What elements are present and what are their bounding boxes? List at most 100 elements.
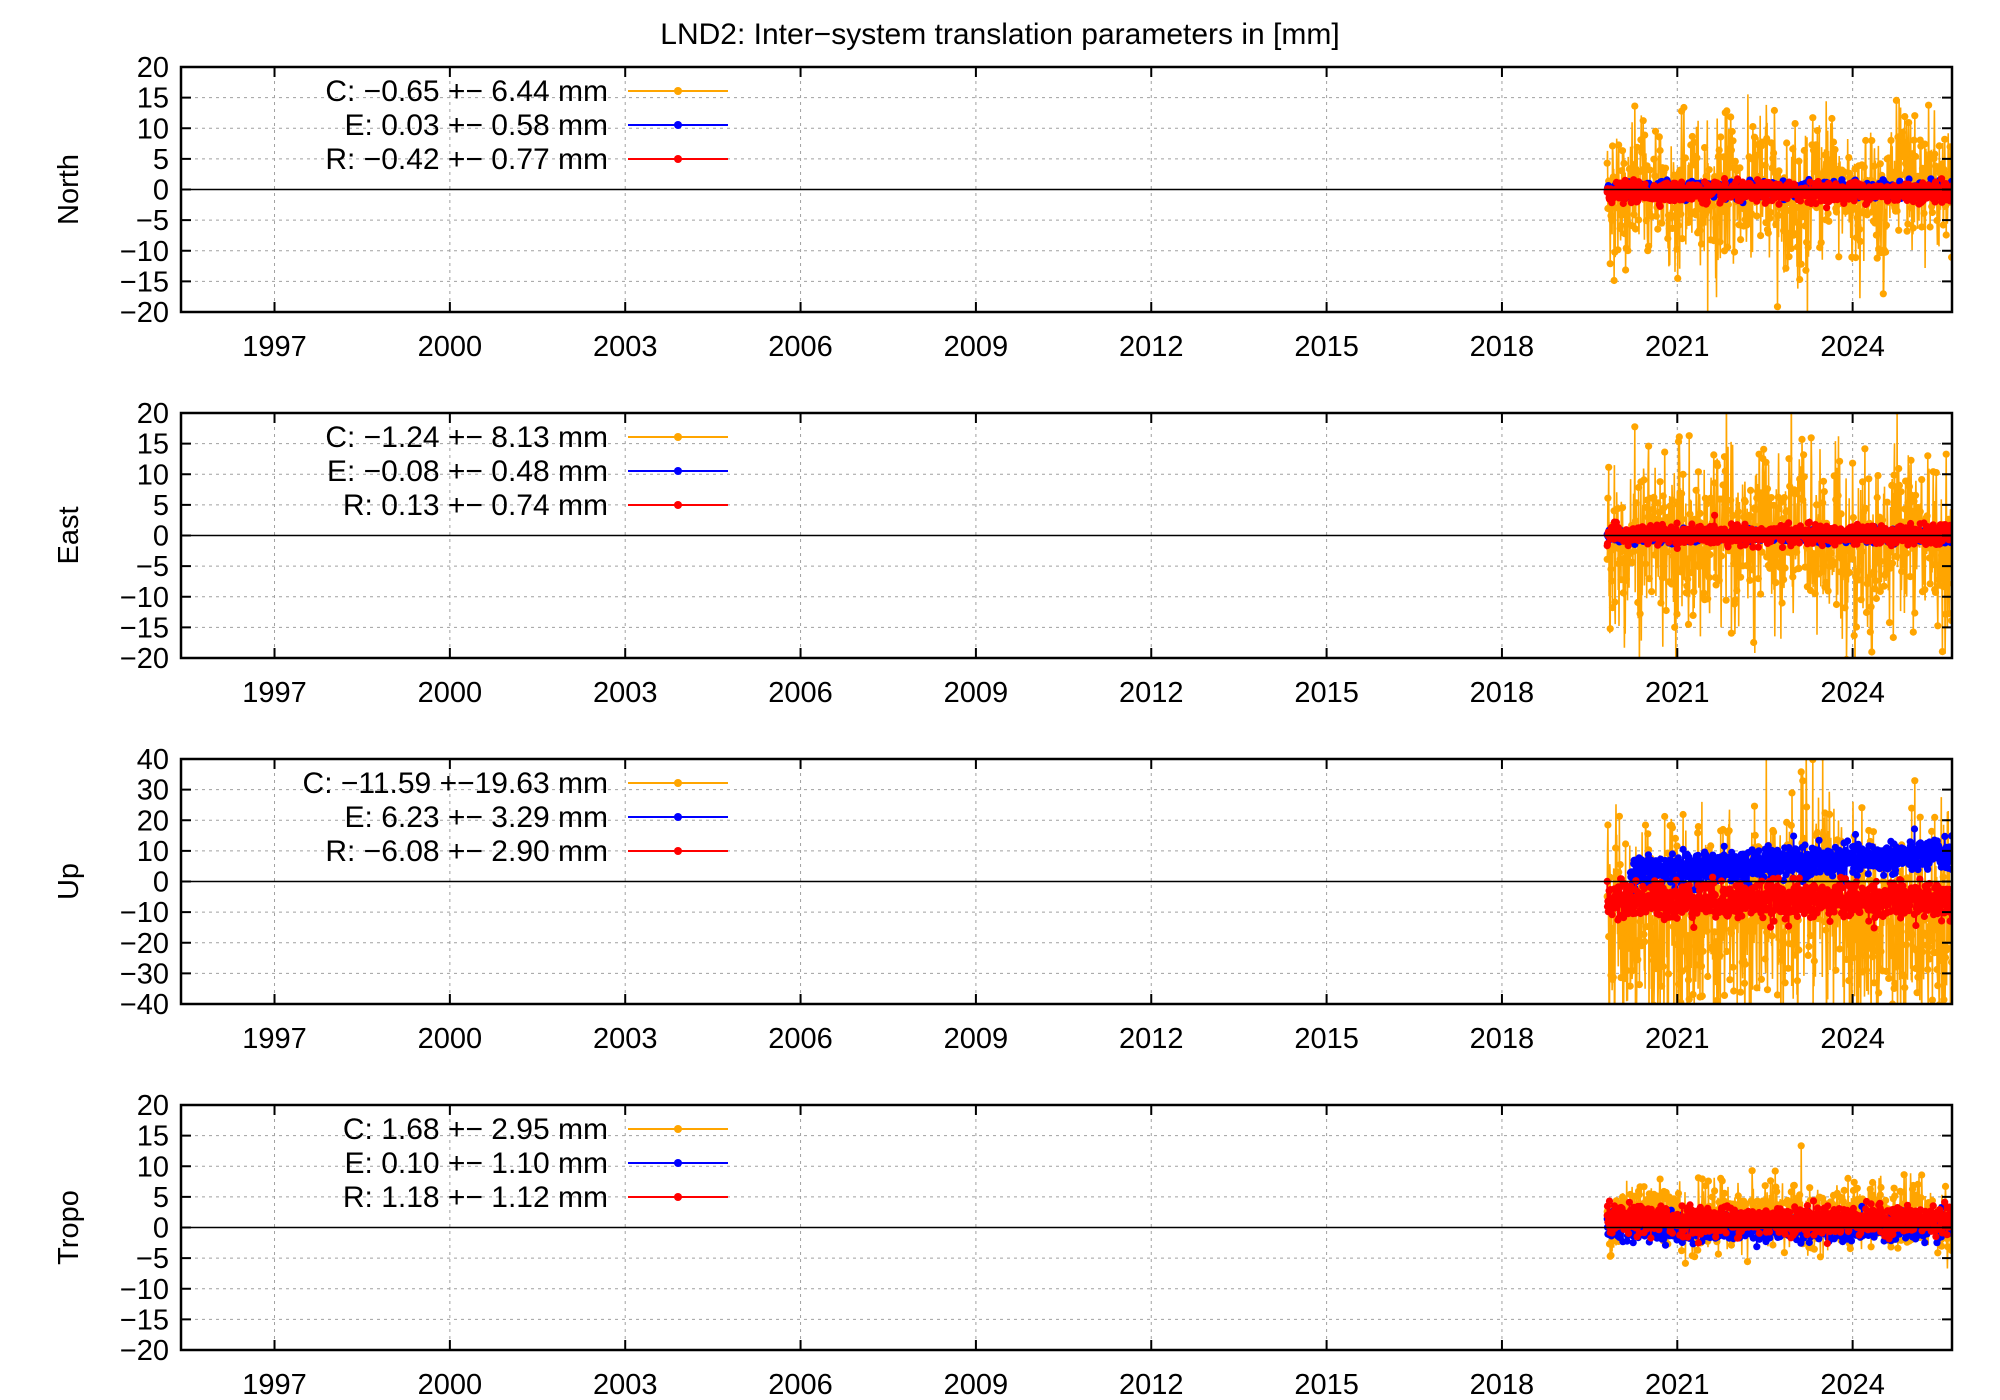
data-point-C: [1631, 517, 1640, 525]
data-point-C: [1824, 209, 1832, 218]
series-C: [1603, 759, 1952, 1004]
data-point-C: [1828, 114, 1836, 123]
data-point-C: [1604, 204, 1612, 213]
data-point-R: [1796, 522, 1805, 530]
data-point-C: [1727, 496, 1735, 504]
data-point-C: [1717, 552, 1726, 560]
data-point-R: [1938, 175, 1946, 183]
data-point-C: [1925, 101, 1933, 109]
data-point-C: [1628, 930, 1636, 938]
data-point-C: [1624, 247, 1632, 255]
data-point-C: [1820, 488, 1828, 496]
data-point-C: [1781, 564, 1789, 572]
data-point-C: [1697, 962, 1706, 970]
data-point-C: [1825, 217, 1833, 225]
data-point-C: [1841, 604, 1849, 612]
data-point-C: [1871, 219, 1879, 227]
data-point-C: [1798, 435, 1806, 443]
data-point-C: [1872, 577, 1880, 585]
data-point-C: [1819, 477, 1828, 485]
data-point-C: [1760, 445, 1768, 453]
data-point-C: [1711, 928, 1719, 936]
data-point-C: [1676, 166, 1684, 174]
data-point-C: [1625, 551, 1633, 559]
data-point-C: [1696, 509, 1704, 517]
data-point-C: [1776, 949, 1785, 957]
x-tick-label: 2006: [768, 677, 833, 709]
data-point-C: [1788, 789, 1796, 797]
data-point-C: [1800, 146, 1808, 155]
data-point-R: [1624, 542, 1632, 550]
data-point-C: [1657, 599, 1665, 607]
data-point-C: [1688, 132, 1696, 141]
data-point-C: [1785, 455, 1793, 463]
data-point-C: [1836, 457, 1844, 465]
data-point-C: [1871, 585, 1879, 593]
data-layer: [1603, 94, 1952, 312]
data-point-C: [1677, 210, 1685, 218]
data-point-C: [1780, 494, 1788, 502]
data-point-C: [1751, 831, 1759, 840]
data-point-C: [1641, 821, 1650, 829]
data-point-C: [1650, 155, 1658, 163]
data-point-C: [1716, 952, 1724, 960]
data-point-C: [1724, 243, 1732, 251]
data-point-C: [1868, 648, 1876, 656]
data-point-C: [1722, 596, 1730, 604]
data-point-C: [1902, 549, 1910, 557]
data-point-C: [1782, 264, 1790, 272]
data-point-C: [1646, 166, 1654, 174]
y-axis-label: East: [53, 506, 85, 564]
legend-marker-R: [674, 155, 682, 163]
data-point-C: [1938, 551, 1946, 559]
data-point-C: [1921, 586, 1929, 594]
data-point-C: [1626, 982, 1634, 990]
data-point-R: [1775, 200, 1783, 208]
data-point-C: [1785, 253, 1793, 261]
data-point-C: [1744, 219, 1752, 227]
data-point-C: [1796, 484, 1805, 492]
data-point-C: [1757, 975, 1765, 983]
data-point-C: [1695, 563, 1703, 571]
data-layer: [1603, 759, 1952, 1004]
data-point-C: [1726, 976, 1734, 984]
data-point-C: [1910, 497, 1918, 505]
data-point-C: [1779, 515, 1787, 523]
data-point-C: [1635, 216, 1643, 224]
data-point-C: [1797, 768, 1805, 776]
data-point-C: [1789, 145, 1797, 153]
data-point-C: [1761, 492, 1769, 500]
data-point-C: [1819, 168, 1828, 176]
data-point-C: [1789, 573, 1797, 581]
data-point-C: [1834, 492, 1842, 500]
data-point-C: [1796, 275, 1804, 284]
data-point-C: [1618, 935, 1627, 944]
data-point-C: [1695, 930, 1703, 938]
data-point-R: [1805, 518, 1813, 526]
data-point-C: [1884, 553, 1892, 562]
data-point-C: [1772, 579, 1780, 587]
x-tick-label: 2021: [1645, 331, 1710, 363]
data-point-C: [1899, 137, 1907, 146]
data-point-C: [1697, 240, 1706, 248]
data-point-C: [1679, 470, 1687, 478]
y-tick-label: −15: [120, 612, 169, 644]
data-point-C: [1648, 918, 1656, 926]
data-point-R: [1754, 543, 1762, 551]
data-point-C: [1763, 928, 1771, 936]
data-point-C: [1727, 146, 1735, 154]
data-point-C: [1761, 161, 1769, 169]
data-point-C: [1870, 567, 1878, 576]
data-point-C: [1885, 619, 1894, 627]
data-point-C: [1946, 143, 1952, 151]
data-point-C: [1799, 777, 1807, 785]
data-point-C: [1907, 456, 1915, 464]
data-point-C: [1863, 211, 1871, 219]
data-point-C: [1795, 946, 1803, 954]
data-point-C: [1889, 633, 1897, 642]
data-point-R: [1703, 198, 1711, 206]
data-point-C: [1810, 561, 1818, 569]
data-point-C: [1724, 506, 1732, 514]
data-point-C: [1848, 549, 1856, 557]
